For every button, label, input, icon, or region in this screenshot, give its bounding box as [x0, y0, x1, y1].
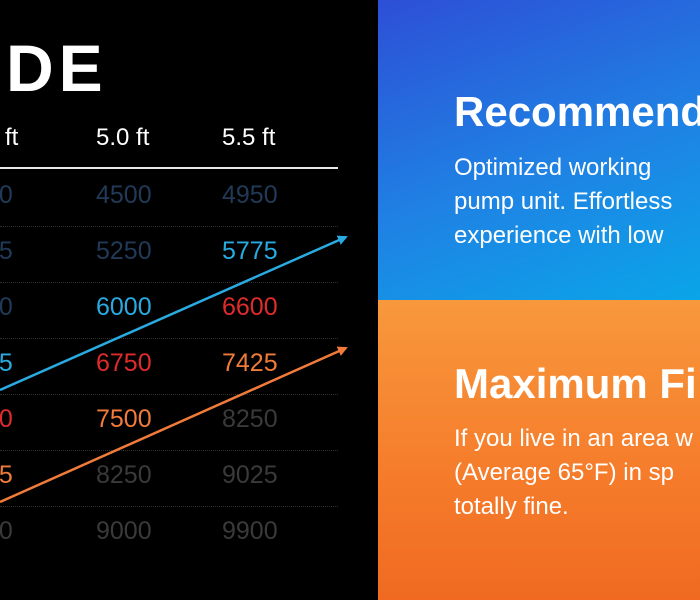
maximum-line-2: (Average 65°F) in sp: [454, 459, 674, 486]
row-divider: [0, 394, 338, 395]
trend-arrows: [0, 235, 348, 504]
column-header-3: 5.5 ft: [222, 124, 276, 151]
sizing-guide-table-area: UIDE 5 ft 5.0 ft 5.5 ft 50 4500 4950 25 5250…: [0, 31, 348, 545]
table-cell: 25: [0, 461, 13, 489]
row-divider: [0, 226, 338, 227]
table-cell: 5250: [96, 237, 152, 265]
table-cell: 8250: [96, 461, 152, 489]
table-cell: 4950: [222, 181, 278, 209]
blue-trend-arrow: [0, 235, 348, 392]
table-cell: 9000: [96, 517, 152, 545]
row-divider: [0, 338, 338, 339]
table-cell: 75: [0, 349, 13, 377]
table-cell: 5775: [222, 237, 278, 265]
table-cell: 6000: [96, 293, 152, 321]
row-divider: [0, 282, 338, 283]
recommended-title: Recommend: [454, 88, 700, 135]
row-divider: [0, 506, 338, 507]
row-divider: [0, 450, 338, 451]
header-divider: [0, 167, 338, 169]
orange-trend-arrow: [0, 346, 348, 504]
recommended-line-1: Optimized working: [454, 154, 652, 181]
column-header-2: 5.0 ft: [96, 124, 150, 151]
maximum-description: If you live in an area w (Average 65°F) …: [454, 422, 693, 524]
maximum-line-1: If you live in an area w: [454, 425, 693, 452]
table-cell: 9025: [222, 461, 278, 489]
recommended-line-3: experience with low: [454, 222, 664, 249]
maximum-title: Maximum Fi: [454, 360, 697, 407]
recommended-panel: Recommend Optimized working pump unit. E…: [378, 0, 700, 300]
table-cell: 25: [0, 237, 13, 265]
table-cell: 50: [0, 181, 13, 209]
table-cell: 6600: [222, 293, 278, 321]
table-cell: 00: [0, 517, 13, 545]
guide-title: UIDE: [0, 31, 108, 105]
table-cell: 50: [0, 405, 13, 433]
maximum-line-3: totally fine.: [454, 493, 569, 520]
table-cell: 7500: [96, 405, 152, 433]
table-cell: 8250: [222, 405, 278, 433]
table-cell: 6750: [96, 349, 152, 377]
recommended-description: Optimized working pump unit. Effortless …: [454, 151, 672, 253]
maximum-panel: Maximum Fi If you live in an area w (Ave…: [378, 300, 700, 600]
table-cell: 4500: [96, 181, 152, 209]
column-header-1: 5 ft: [0, 124, 19, 151]
recommended-line-2: pump unit. Effortless: [454, 188, 673, 215]
table-cell: 9900: [222, 517, 278, 545]
table-cell: 00: [0, 293, 13, 321]
table-cell: 7425: [222, 349, 278, 377]
